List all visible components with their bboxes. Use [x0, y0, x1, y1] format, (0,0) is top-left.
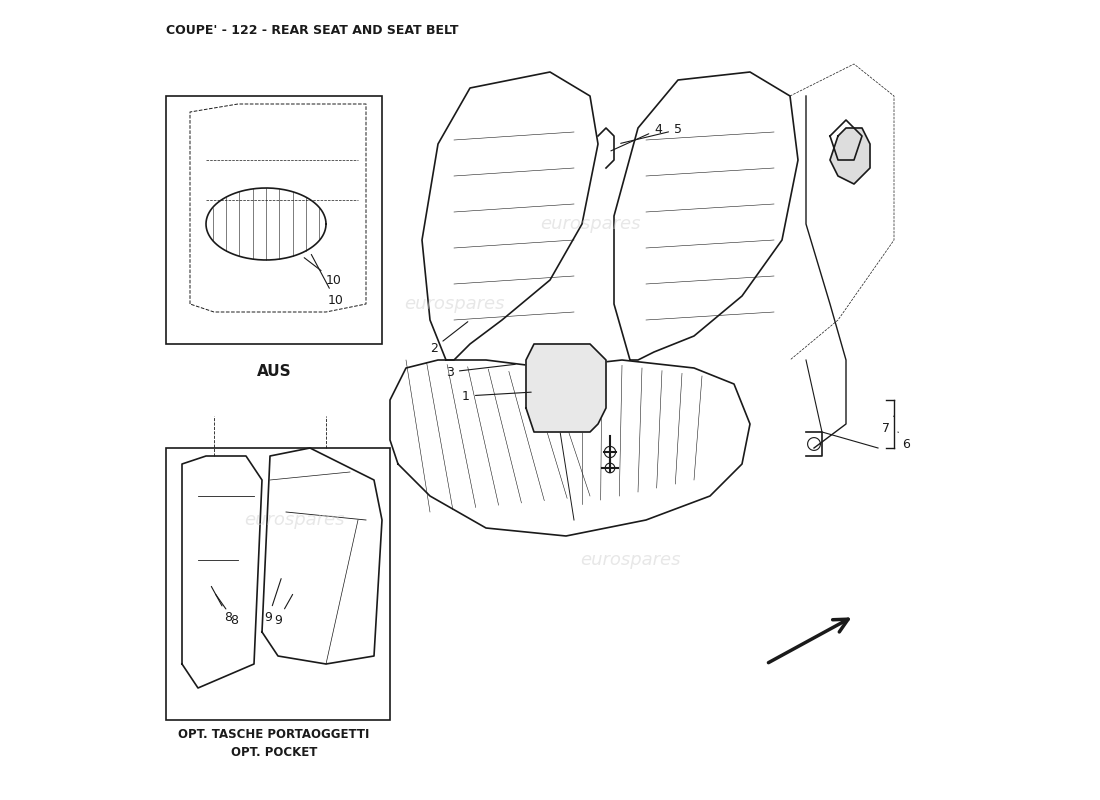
Text: eurospares: eurospares [244, 511, 344, 529]
Text: 2: 2 [430, 322, 468, 354]
Text: AUS: AUS [256, 364, 292, 379]
Text: OPT. TASCHE PORTAOGGETTI
OPT. POCKET: OPT. TASCHE PORTAOGGETTI OPT. POCKET [178, 728, 370, 759]
Text: 10: 10 [305, 258, 342, 287]
Text: 3: 3 [447, 364, 515, 378]
Text: 6: 6 [898, 432, 910, 450]
Text: 9: 9 [274, 594, 293, 627]
Text: 5: 5 [620, 123, 682, 143]
Text: eurospares: eurospares [404, 295, 504, 313]
Text: 4: 4 [610, 123, 662, 151]
Polygon shape [526, 344, 606, 432]
Text: COUPE' - 122 - REAR SEAT AND SEAT BELT: COUPE' - 122 - REAR SEAT AND SEAT BELT [166, 24, 459, 37]
Polygon shape [830, 128, 870, 184]
Text: eurospares: eurospares [580, 551, 680, 569]
Text: 9: 9 [264, 578, 282, 624]
Text: eurospares: eurospares [540, 215, 640, 233]
Text: 1: 1 [462, 390, 531, 402]
Text: 8: 8 [211, 586, 232, 624]
Text: 8: 8 [216, 594, 238, 627]
Text: 7: 7 [882, 416, 894, 434]
Text: 10: 10 [311, 254, 343, 306]
